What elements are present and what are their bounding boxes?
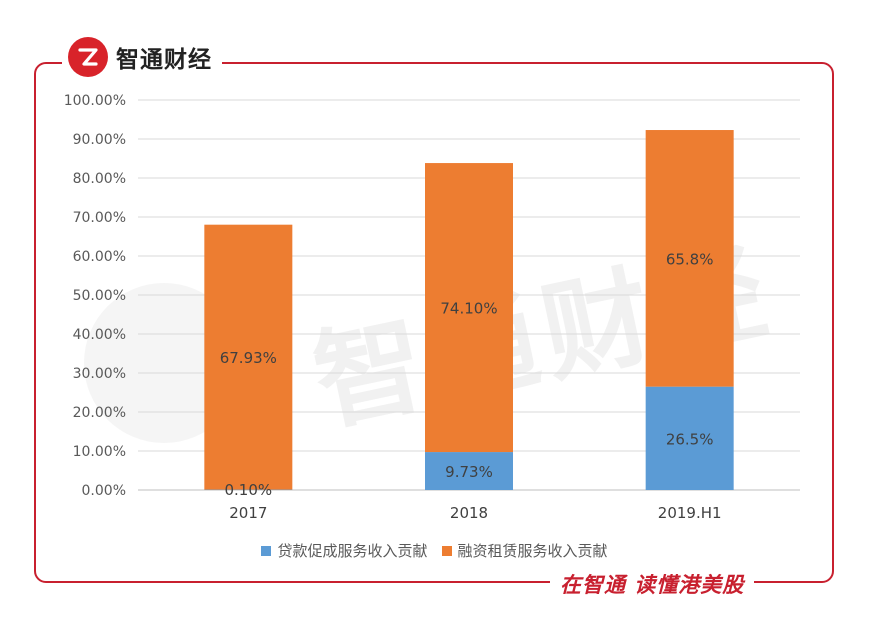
data-label: 74.10% (440, 300, 497, 318)
chart-legend: 贷款促成服务收入贡献 融资租赁服务收入贡献 (0, 540, 869, 561)
x-tick-label: 2017 (229, 504, 267, 522)
bar-loan (425, 452, 513, 490)
y-tick-label: 0.00% (82, 483, 126, 499)
x-tick-label: 2018 (450, 504, 488, 522)
legend-label-leasing: 融资租赁服务收入贡献 (457, 542, 608, 560)
y-tick-label: 60.00% (73, 249, 126, 265)
chart-frame (34, 62, 834, 583)
y-tick-label: 30.00% (73, 366, 126, 382)
y-tick-label: 40.00% (73, 327, 126, 343)
bar-leasing (425, 163, 513, 453)
y-tick-label: 90.00% (73, 132, 126, 148)
data-label: 65.8% (666, 250, 714, 268)
brand-slogan: 在智通 读懂港美股 (550, 566, 755, 602)
brand-name: 智通财经 (116, 47, 212, 73)
y-tick-label: 20.00% (73, 405, 126, 421)
bar-leasing (645, 130, 734, 387)
data-label: 67.93% (220, 349, 277, 367)
bar-loan (645, 386, 734, 490)
data-label: 26.5% (666, 430, 714, 448)
bar-leasing (204, 224, 293, 490)
data-label: 9.73% (445, 463, 493, 481)
brand-header: 智通财经 (62, 34, 222, 80)
legend-label-loan: 贷款促成服务收入贡献 (277, 542, 428, 560)
legend-item-leasing: 融资租赁服务收入贡献 (441, 540, 608, 561)
y-tick-label: 100.00% (64, 93, 126, 109)
brand-logo-icon (68, 37, 108, 77)
x-tick-label: 2019.H1 (658, 504, 722, 522)
legend-swatch-loan (261, 545, 272, 556)
legend-item-loan: 贷款促成服务收入贡献 (261, 540, 428, 561)
legend-swatch-leasing (441, 545, 452, 556)
y-tick-label: 80.00% (73, 171, 126, 187)
y-tick-label: 50.00% (73, 288, 126, 304)
y-tick-label: 70.00% (73, 210, 126, 226)
y-tick-label: 10.00% (73, 444, 126, 460)
data-label: 0.10% (225, 481, 273, 499)
